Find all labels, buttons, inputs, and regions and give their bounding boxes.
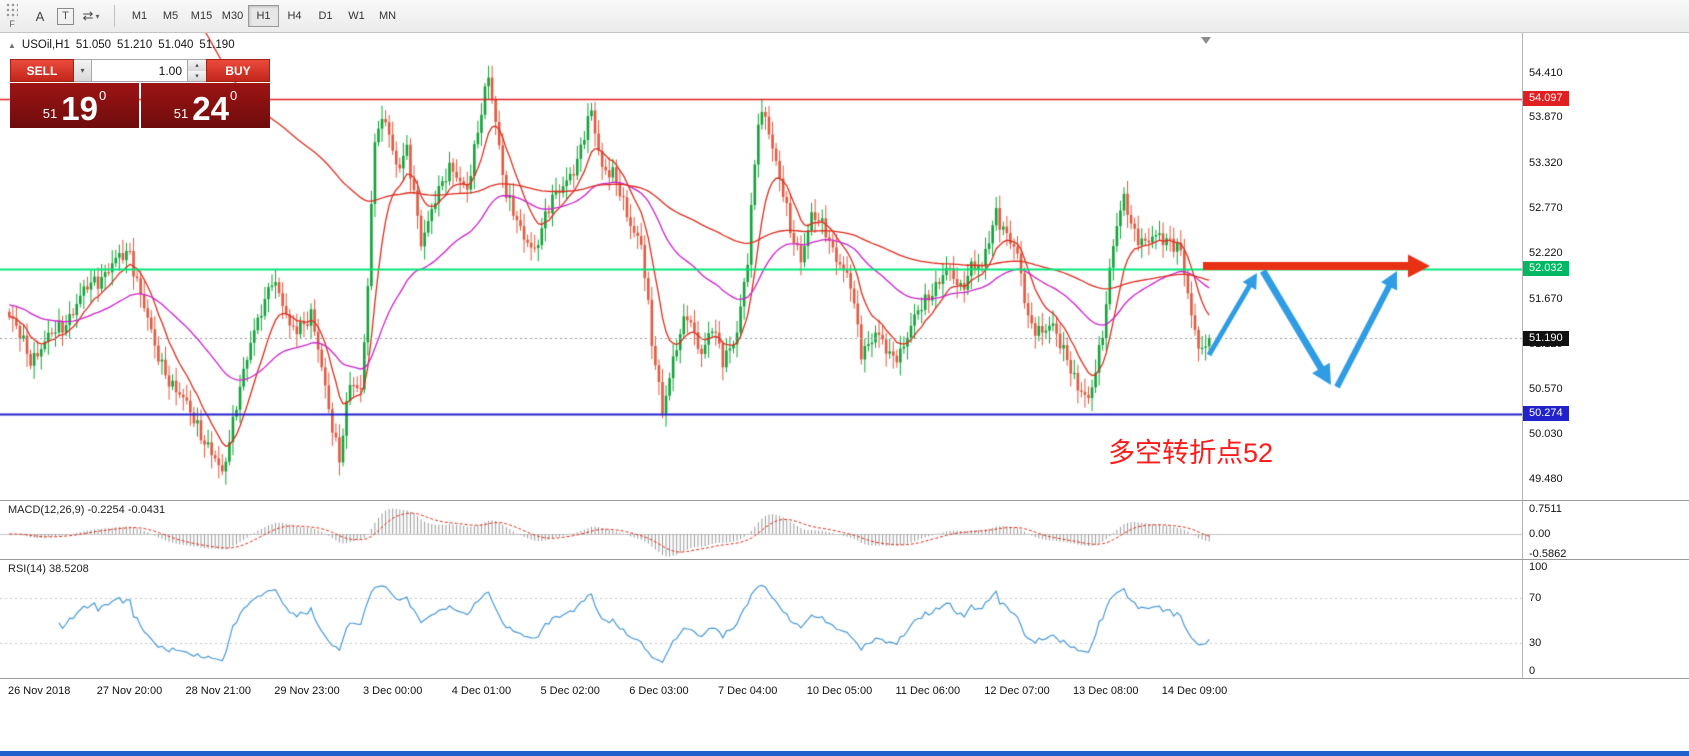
- buy-price-big: 24: [192, 90, 229, 127]
- toolbar-separator: [114, 5, 115, 27]
- price-tick-50.030: 50.030: [1529, 427, 1563, 440]
- macd-axis: 0.7511 0.00 -0.5862: [1522, 501, 1689, 560]
- timeframe-h4[interactable]: H4: [287, 10, 302, 22]
- ohlc-low: 51.040: [158, 39, 194, 51]
- timeframe-mn[interactable]: MN: [378, 10, 397, 22]
- time-label: 14 Dec 09:00: [1161, 685, 1228, 697]
- price-tick-50.570: 50.570: [1529, 383, 1563, 396]
- sell-price-big: 19: [61, 90, 98, 127]
- macd-label: MACD(12,26,9) -0.2254 -0.0431: [8, 504, 166, 516]
- price-tick-53.870: 53.870: [1529, 111, 1563, 124]
- drag-handle-icon[interactable]: [6, 3, 18, 19]
- sell-price-prefix: 51: [42, 106, 58, 121]
- price-tick-52.770: 52.770: [1529, 202, 1563, 215]
- text-tool-button[interactable]: T: [57, 7, 74, 25]
- time-axis[interactable]: 26 Nov 2018 27 Nov 20:00 28 Nov 21:00 29 No…: [0, 678, 1689, 703]
- buy-button[interactable]: BUY: [206, 59, 270, 82]
- arrows-tool-button[interactable]: ⇄ ▾: [80, 5, 102, 27]
- rsi-tick-0: 0: [1529, 665, 1536, 677]
- chart-toolbar: F A T ⇄ ▾ M1 M5 M15 M30 H1 H4 D1 W1 MN: [0, 0, 1689, 33]
- rsi-tick-30: 30: [1529, 636, 1542, 649]
- price-tick-53.320: 53.320: [1529, 156, 1563, 169]
- time-label: 7 Dec 04:00: [718, 685, 778, 697]
- rsi-tick-100: 100: [1529, 561, 1548, 573]
- price-chart-panel: ▲ USOil,H1 51.050 51.210 51.040 51.190 S…: [0, 33, 1689, 500]
- price-badge-52.032: 52.032: [1523, 261, 1569, 277]
- macd-chart[interactable]: [0, 501, 1522, 559]
- macd-plot: MACD(12,26,9) -0.2254 -0.0431: [0, 501, 1522, 559]
- time-label: 27 Nov 20:00: [96, 685, 163, 697]
- chevron-down-icon: ▾: [95, 11, 100, 21]
- volume-spinner[interactable]: ▴ ▾: [188, 59, 206, 82]
- volume-down-icon[interactable]: ▾: [188, 70, 206, 81]
- macd-tick-0.7511: 0.7511: [1529, 502, 1562, 515]
- volume-input[interactable]: [92, 59, 188, 82]
- sell-price-sup: 0: [98, 88, 107, 103]
- bottom-window-edge: [0, 751, 1689, 756]
- toolbar-grip[interactable]: F: [6, 3, 18, 29]
- rsi-label: RSI(14) 38.5208: [8, 563, 89, 575]
- volume-dropdown-button[interactable]: ▾: [74, 59, 92, 82]
- time-label: 5 Dec 02:00: [540, 685, 600, 697]
- time-label: 4 Dec 01:00: [451, 685, 512, 697]
- timeframe-m30[interactable]: M30: [221, 10, 244, 22]
- macd-panel: MACD(12,26,9) -0.2254 -0.0431 0.7511 0.00…: [0, 500, 1689, 560]
- price-badge-51.190: 51.190: [1523, 330, 1569, 346]
- timeframe-m15[interactable]: M15: [190, 10, 213, 22]
- timeframe-m5[interactable]: M5: [162, 10, 179, 22]
- toolbar-f-label: F: [9, 19, 15, 29]
- one-click-trade-panel: SELL ▾ ▴ ▾ BUY 51 19 0 5: [10, 59, 270, 128]
- text-label-tool-button[interactable]: A: [35, 8, 45, 24]
- rsi-panel: RSI(14) 38.5208 100 70 30 0: [0, 559, 1689, 678]
- window-filler: [0, 703, 1689, 756]
- chart-shift-marker-icon[interactable]: [1201, 37, 1211, 44]
- time-label: 10 Dec 05:00: [806, 685, 873, 697]
- timeframe-m1[interactable]: M1: [131, 10, 148, 22]
- timeframe-d1[interactable]: D1: [318, 10, 333, 22]
- timeframe-group: M1 M5 M15 M30 H1 H4 D1 W1 MN: [124, 5, 403, 27]
- rsi-plot: RSI(14) 38.5208: [0, 560, 1522, 678]
- time-label: 29 Nov 23:00: [274, 685, 340, 697]
- time-label: 28 Nov 21:00: [185, 685, 251, 697]
- ohlc-close: 51.190: [199, 39, 235, 51]
- sell-price-display[interactable]: 51 19 0: [10, 83, 139, 128]
- buy-price-prefix: 51: [173, 106, 189, 121]
- time-label: 6 Dec 03:00: [629, 685, 689, 697]
- price-badge-50.274: 50.274: [1523, 406, 1569, 422]
- symbol-label: USOil,H1: [21, 39, 70, 51]
- sell-button[interactable]: SELL: [10, 59, 74, 82]
- time-label: 3 Dec 00:00: [363, 685, 423, 697]
- ohlc-open: 51.050: [75, 39, 112, 51]
- rsi-chart[interactable]: [0, 560, 1522, 678]
- collapse-icon[interactable]: ▲: [8, 40, 16, 50]
- time-label: 26 Nov 2018: [8, 685, 71, 697]
- price-tick-54.410: 54.410: [1529, 67, 1563, 79]
- time-label: 12 Dec 07:00: [984, 685, 1050, 697]
- macd-tick--0.5862: -0.5862: [1529, 547, 1567, 560]
- arrows-icon: ⇄: [82, 8, 94, 23]
- buy-price-sup: 0: [229, 88, 238, 103]
- time-label: 11 Dec 06:00: [895, 685, 961, 697]
- ohlc-high: 51.210: [117, 39, 153, 51]
- time-label: 13 Dec 08:00: [1073, 685, 1139, 697]
- buy-price-display[interactable]: 51 24 0: [141, 83, 270, 128]
- macd-tick-0.00: 0.00: [1529, 528, 1551, 540]
- volume-up-icon[interactable]: ▴: [188, 60, 206, 71]
- rsi-tick-70: 70: [1529, 592, 1542, 605]
- annotation-text[interactable]: 多空转折点52: [1108, 438, 1274, 468]
- price-plot: ▲ USOil,H1 51.050 51.210 51.040 51.190 S…: [0, 33, 1522, 500]
- chart-header: ▲ USOil,H1 51.050 51.210 51.040 51.190: [8, 39, 235, 51]
- price-tick-52.220: 52.220: [1529, 247, 1563, 260]
- timeframe-h1[interactable]: H1: [248, 5, 279, 27]
- timeframe-w1[interactable]: W1: [348, 10, 365, 22]
- price-badge-54.097: 54.097: [1523, 91, 1569, 107]
- rsi-axis: 100 70 30 0: [1522, 560, 1689, 678]
- price-tick-51.670: 51.670: [1529, 292, 1563, 305]
- price-tick-49.480: 49.480: [1529, 472, 1563, 485]
- price-axis: 54.410 53.870 53.320 52.770 52.220 51.670 51.1…: [1522, 33, 1689, 500]
